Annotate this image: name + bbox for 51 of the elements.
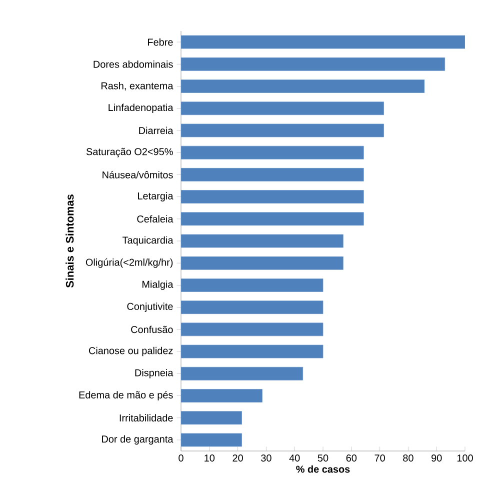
- y-tick-label: Náusea/vômitos: [102, 170, 173, 178]
- bar: [181, 212, 364, 226]
- bar: [181, 234, 344, 248]
- bar: [181, 411, 242, 425]
- bar: [181, 344, 324, 358]
- x-tick-label: 10: [204, 454, 215, 462]
- y-tick-label: Oligúria(<2ml/kg/hr): [86, 258, 173, 268]
- bar: [181, 278, 324, 292]
- y-tick-label: Saturação O2<95%: [86, 148, 173, 158]
- bar: [181, 256, 344, 270]
- x-axis-title: % de casos: [296, 465, 350, 473]
- y-tick-label: Cefaleia: [137, 215, 174, 223]
- bar: [181, 168, 364, 182]
- bar: [181, 146, 364, 160]
- x-tick-label: 50: [318, 454, 328, 462]
- x-tick-label: 30: [261, 454, 272, 462]
- y-tick-label: Taquicardia: [122, 236, 174, 246]
- bar: [181, 57, 446, 71]
- y-tick-label: Irritabilidade: [120, 414, 173, 422]
- x-tick-label: 20: [232, 454, 243, 462]
- y-tick-label: Dor de garganta: [102, 435, 174, 445]
- bar: [181, 389, 262, 402]
- y-tick-label: Rash, exantema: [101, 82, 174, 91]
- x-tick-label: 70: [374, 454, 385, 462]
- bar: [181, 35, 466, 49]
- x-tick-label: 0: [178, 454, 184, 462]
- x-tick-label: 80: [403, 454, 414, 462]
- y-tick-label: Confusão: [131, 326, 173, 334]
- bar: [181, 124, 384, 138]
- y-tick-label: Diarreia: [139, 126, 174, 134]
- y-tick-label: Febre: [148, 38, 173, 46]
- bar: [181, 190, 364, 204]
- x-tick-label: 100: [457, 454, 473, 462]
- bar: [181, 102, 384, 116]
- bar: [181, 322, 324, 336]
- y-axis-title: Sinais e Sintomas: [66, 194, 74, 288]
- y-tick-label: Linfadenopatia: [108, 104, 174, 114]
- x-tick-label: 60: [346, 454, 357, 462]
- y-tick-label: Dispneia: [135, 368, 174, 378]
- y-tick-label: Mialgia: [142, 280, 174, 290]
- bar: [181, 433, 242, 447]
- bar: [181, 366, 304, 380]
- bar: [181, 80, 425, 93]
- x-tick-label: 90: [432, 454, 442, 462]
- y-tick-label: Edema de mão e pés: [79, 391, 173, 400]
- y-tick-label: Conjutivite: [127, 302, 173, 312]
- y-tick-label: Letargia: [138, 192, 174, 202]
- y-tick-label: Dores abdominais: [94, 60, 173, 68]
- y-tick-label: Cianose ou palidez: [88, 346, 173, 356]
- x-tick-label: 40: [289, 454, 300, 462]
- bar: [181, 300, 324, 314]
